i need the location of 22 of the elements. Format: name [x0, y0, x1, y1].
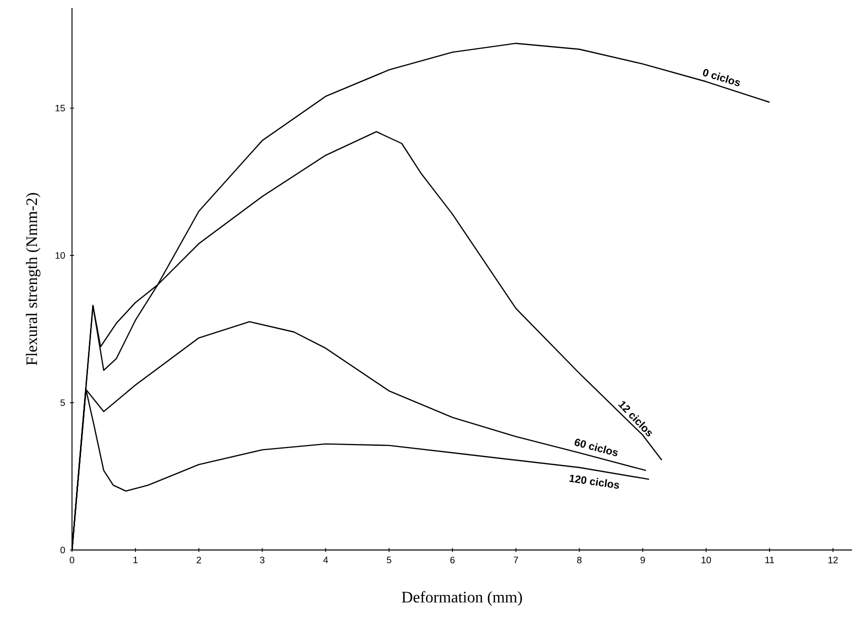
x-tick-label: 1	[134, 556, 138, 564]
y-tick-label: 10	[56, 252, 65, 259]
x-tick-label: 7	[514, 556, 518, 564]
x-tick-label: 12	[828, 556, 838, 564]
x-tick-label: 3	[260, 556, 264, 564]
x-axis-title: Deformation (mm)	[402, 591, 522, 606]
text: 120 ciclos	[569, 474, 620, 489]
y-tick-label: 15	[56, 104, 65, 112]
x-tick-label: 8	[577, 556, 582, 564]
x-tick-label: 9	[640, 556, 645, 564]
x-tick-label: 2	[196, 556, 201, 564]
y-axis-title: Flexural strength (Nmm-2)	[26, 193, 40, 366]
x-tick-label: 0	[70, 556, 74, 564]
text: 60 ciclos	[574, 438, 618, 456]
x-tick-label: 5	[386, 556, 392, 564]
x-tick-label: 11	[765, 556, 774, 564]
x-tick-label: 4	[323, 556, 328, 564]
x-tick-label: 6	[450, 556, 455, 564]
text: 0 ciclos	[703, 68, 740, 86]
y-tick-label: 5	[60, 399, 65, 406]
x-tick-label: 10	[702, 556, 711, 564]
y-tick-label: 0	[60, 546, 65, 554]
